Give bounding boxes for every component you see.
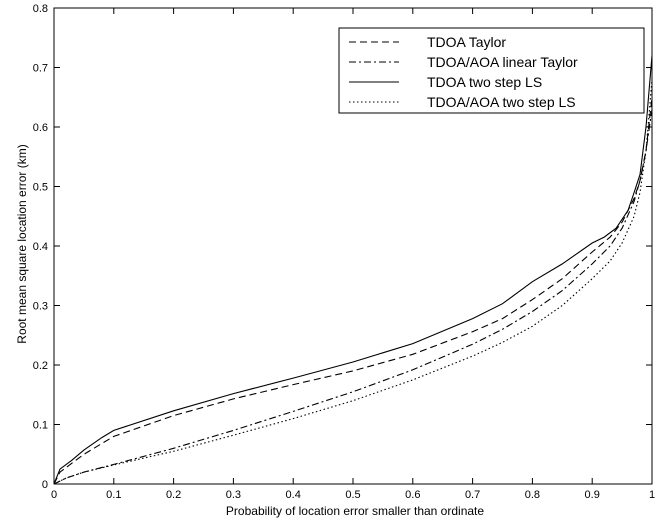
legend-entry: TDOA two step LS [427,74,542,90]
y-tick-label: 0.1 [33,420,48,432]
x-tick-label: 0.3 [226,489,241,501]
y-tick-label: 0 [42,479,48,491]
x-tick-label: 0.6 [405,489,420,501]
x-tick-label: 0.2 [166,489,181,501]
legend-box [338,27,645,114]
series-line-3 [53,55,653,485]
y-tick-label: 0.6 [33,122,48,134]
legend-entry: TDOA/AOA linear Taylor [427,54,578,70]
series-line-4 [53,79,653,485]
legend-entry: TDOA/AOA two step LS [427,94,576,110]
y-tick-label: 0.8 [33,3,48,15]
y-tick-label: 0.7 [33,63,48,75]
x-tick-label: 0.7 [465,489,480,501]
legend-entry: TDOA Taylor [427,34,506,50]
x-tick-label: 0.1 [106,489,121,501]
x-tick-label: 0.4 [286,489,301,501]
x-axis-title: Probability of location error smaller th… [226,504,484,518]
x-tick-label: 0.5 [345,489,360,501]
x-tick-label: 0.8 [525,489,540,501]
y-tick-label: 0.4 [33,241,48,253]
series-lines [53,55,653,485]
y-tick-label: 0.5 [33,182,48,194]
y-axis-title: Root mean square location error (km) [15,144,29,343]
x-tick-label: 0 [51,489,57,501]
y-tick-label: 0.2 [33,360,48,372]
x-tick-label: 0.9 [585,489,600,501]
legend: TDOA Taylor TDOA/AOA linear Taylor TDOA tw… [338,27,645,114]
y-tick-label: 0.3 [33,301,48,313]
axis-ticks: 0 0.1 0.2 0.3 0.4 0.5 0.6 0.7 0.8 0.9 1 0 0.1 0.2 0.3 0… [33,3,655,501]
x-tick-label: 1 [649,489,655,501]
